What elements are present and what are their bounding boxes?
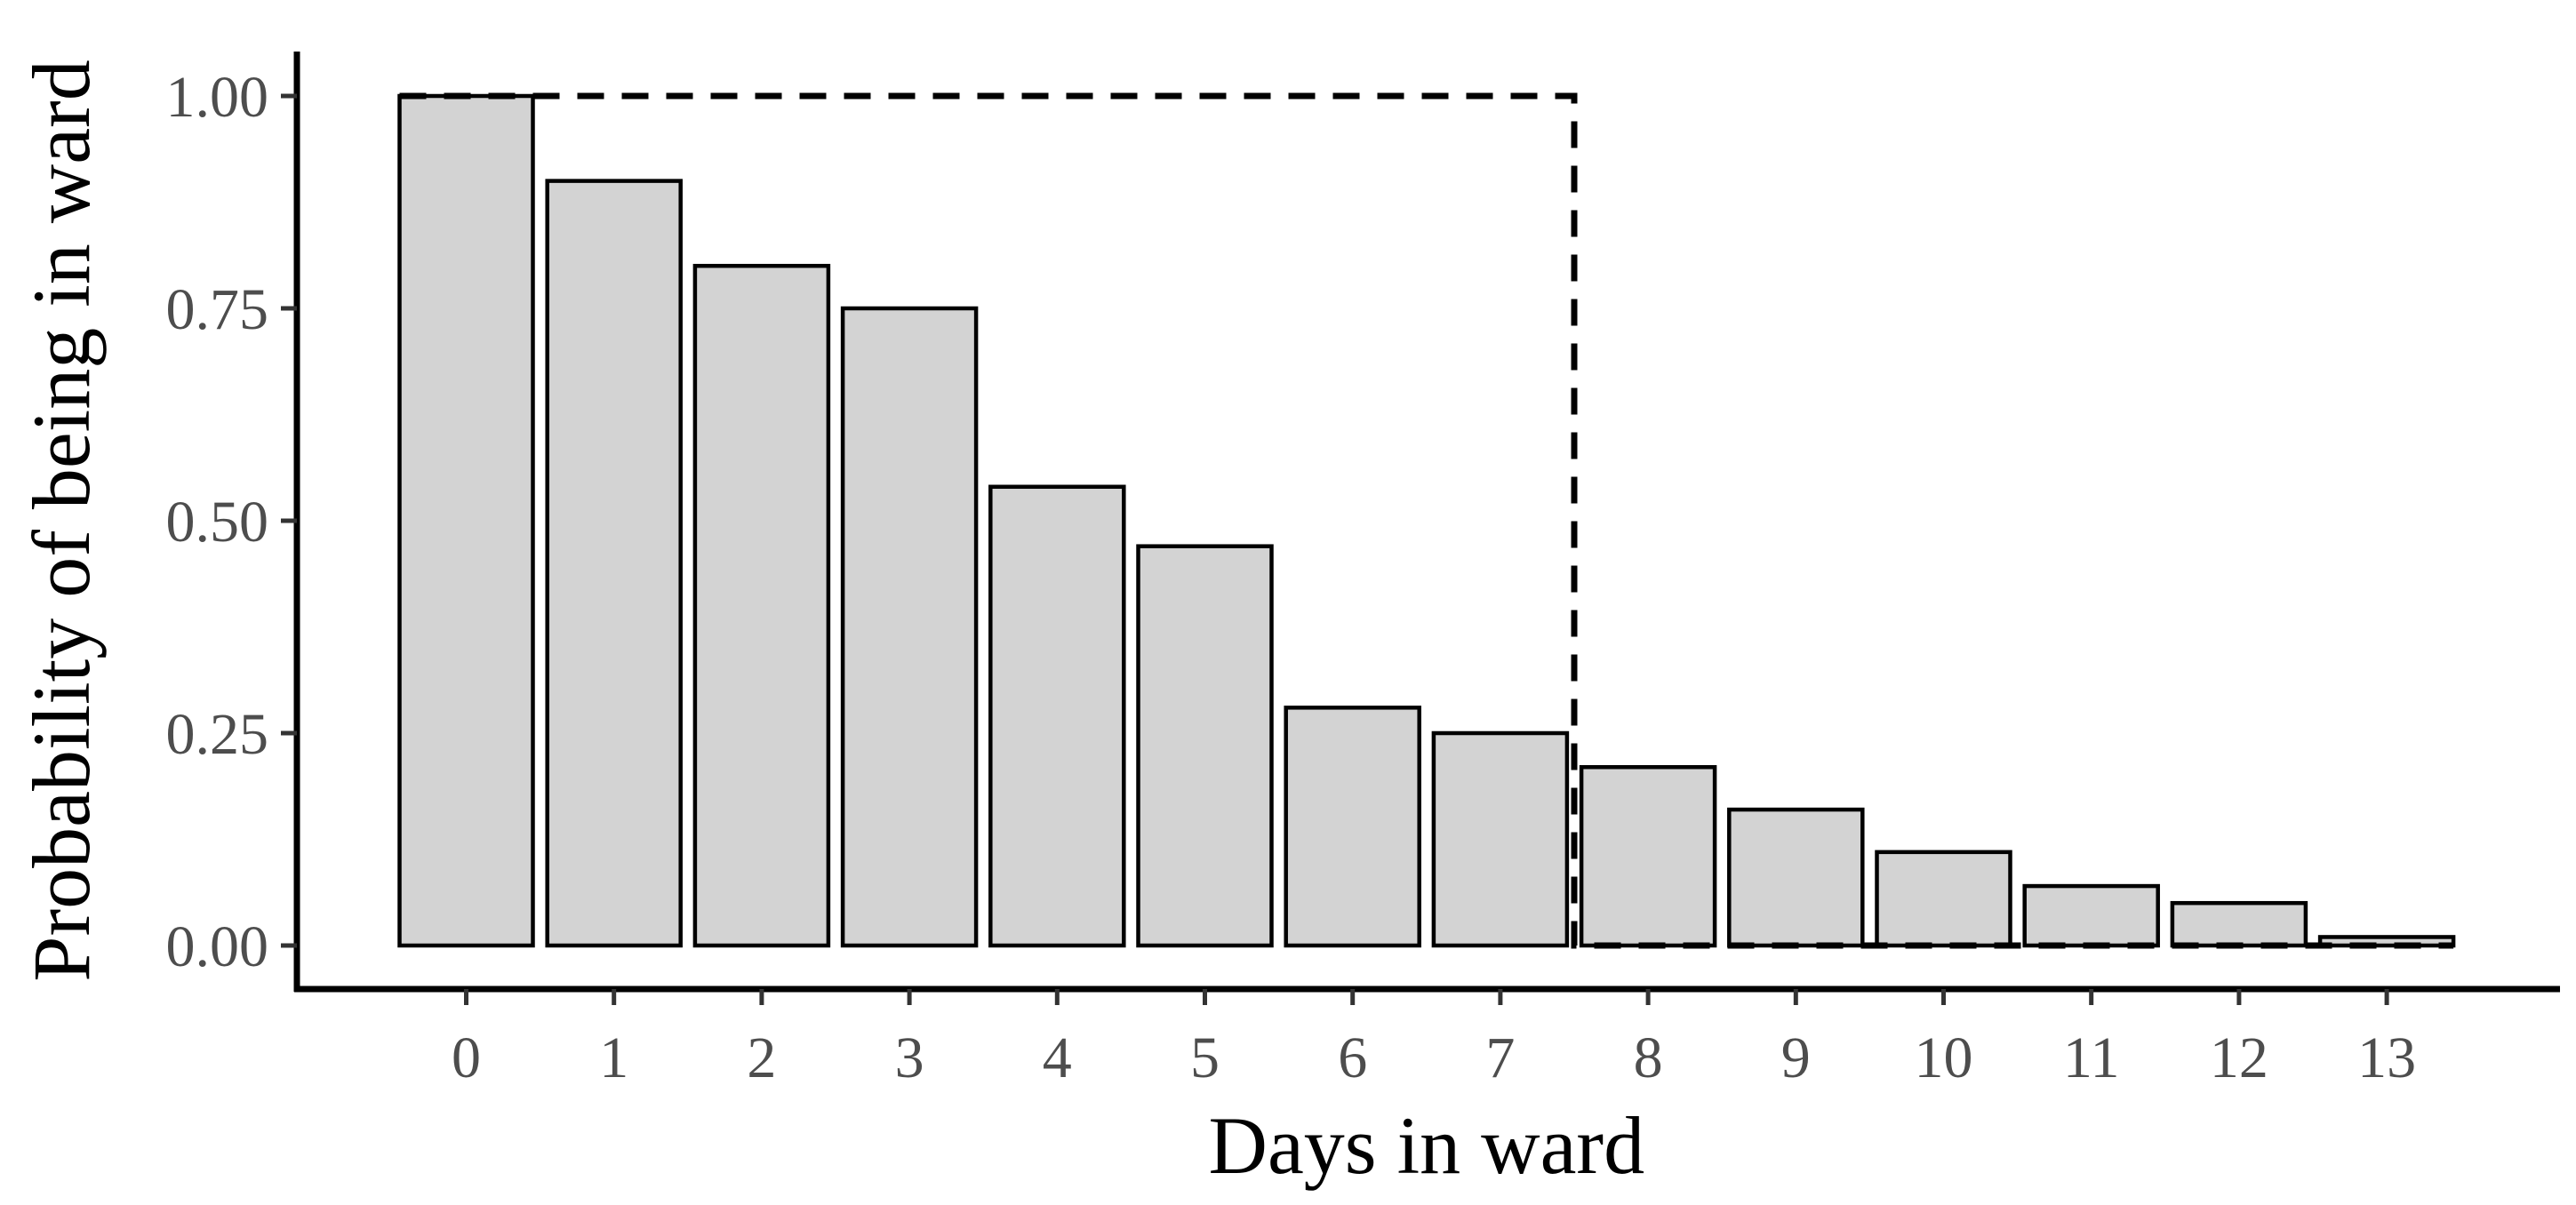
bar-13 xyxy=(2317,935,2456,948)
bar-12 xyxy=(2170,900,2308,948)
y-axis-title: Probability of being in ward xyxy=(16,60,107,981)
y-tick-label-0.75: 0.75 xyxy=(166,277,269,342)
bar-2 xyxy=(692,263,831,948)
axes-layer xyxy=(281,52,2560,1005)
x-tick-label-9: 9 xyxy=(1781,1025,1811,1090)
x-tick-label-4: 4 xyxy=(1043,1025,1072,1090)
x-tick-label-1: 1 xyxy=(599,1025,628,1090)
bar-11 xyxy=(2022,883,2160,948)
x-axis-title: Days in ward xyxy=(1209,1100,1645,1191)
bars-layer xyxy=(397,93,2456,948)
dashed-step-reference-line xyxy=(399,92,2454,949)
y-tick-label-0.25: 0.25 xyxy=(166,702,269,767)
bar-1 xyxy=(545,179,683,948)
bar-9 xyxy=(1727,807,1865,948)
x-tick-label-6: 6 xyxy=(1338,1025,1367,1090)
x-tick-label-12: 12 xyxy=(2210,1025,2268,1090)
bar-7 xyxy=(1431,730,1570,948)
y-tick-label-0.50: 0.50 xyxy=(166,490,269,555)
x-tick-label-10: 10 xyxy=(1915,1025,1973,1090)
x-tick-label-3: 3 xyxy=(895,1025,924,1090)
bar-10 xyxy=(1875,850,2012,948)
x-tick-label-13: 13 xyxy=(2357,1025,2416,1090)
bar-8 xyxy=(1579,764,1717,948)
x-tick-label-0: 0 xyxy=(452,1025,481,1090)
x-tick-label-5: 5 xyxy=(1190,1025,1220,1090)
bar-3 xyxy=(840,306,979,948)
x-tick-label-8: 8 xyxy=(1634,1025,1663,1090)
reference-line-layer xyxy=(399,92,2454,949)
x-tick-label-7: 7 xyxy=(1485,1025,1515,1090)
bar-0 xyxy=(397,93,535,948)
tick-labels-layer: 0.000.250.500.751.000 1 2 3 4 5 6 7 8 9 10 11 12 13 xyxy=(166,65,2417,1090)
bar-6 xyxy=(1284,706,1421,948)
y-tick-label-0.00: 0.00 xyxy=(166,914,269,979)
x-tick-label-2: 2 xyxy=(747,1025,776,1090)
x-tick-label-11: 11 xyxy=(2063,1025,2120,1090)
bar-5 xyxy=(1136,544,1274,948)
y-tick-label-1.00: 1.00 xyxy=(166,65,269,130)
bar-4 xyxy=(988,484,1126,948)
